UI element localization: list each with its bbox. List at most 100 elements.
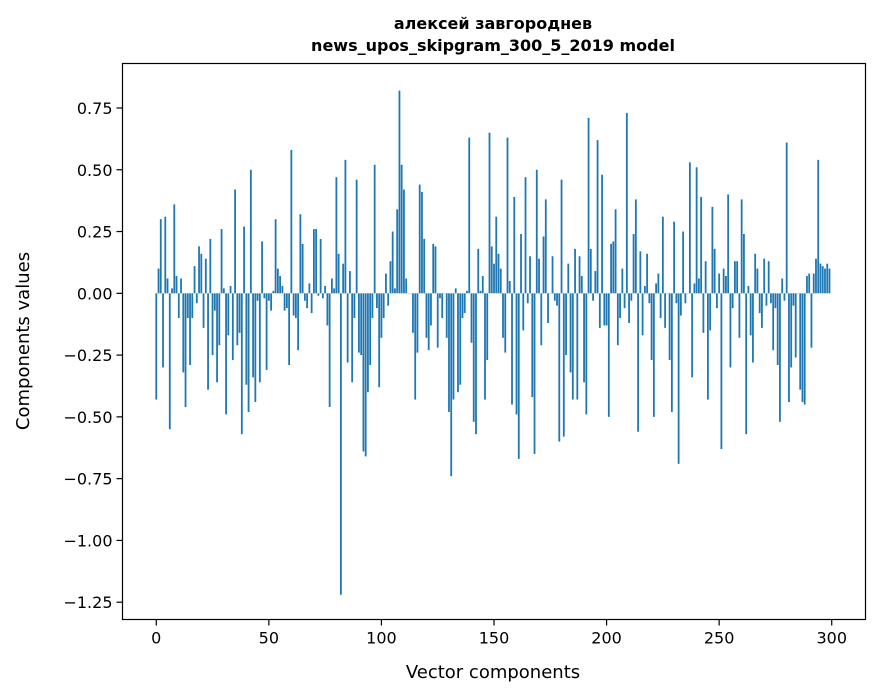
bar [763, 259, 765, 294]
bar [599, 293, 601, 328]
bar [597, 140, 599, 293]
bar [644, 286, 646, 293]
bar [482, 276, 484, 293]
bar [333, 288, 335, 293]
bar [194, 266, 196, 293]
bar [610, 244, 612, 293]
bar [191, 293, 193, 318]
bar [829, 269, 831, 294]
bar [705, 261, 707, 293]
bar [660, 293, 662, 318]
bar [268, 293, 270, 300]
y-tick-label: −1.00 [63, 531, 112, 550]
bar [160, 219, 162, 293]
bar [509, 281, 511, 293]
bar [320, 239, 322, 293]
bar [205, 259, 207, 294]
bar [308, 283, 310, 293]
bar [768, 261, 770, 293]
bar [725, 276, 727, 293]
bar [369, 293, 371, 365]
bar [446, 293, 448, 337]
bar [293, 293, 295, 315]
bar [757, 269, 759, 294]
bar [387, 293, 389, 305]
bar [579, 256, 581, 293]
bar [583, 293, 585, 382]
bar [358, 293, 360, 352]
bar [820, 264, 822, 294]
bar [601, 175, 603, 294]
bar [394, 288, 396, 293]
bar [374, 165, 376, 293]
bar [513, 197, 515, 293]
bar [707, 293, 709, 399]
bar [342, 264, 344, 294]
bar [648, 293, 650, 303]
bar [189, 293, 191, 365]
bar [473, 293, 475, 421]
bar [223, 288, 225, 293]
bar [786, 143, 788, 294]
bar [272, 291, 274, 293]
bar [198, 246, 200, 293]
bar [754, 254, 756, 294]
bar [176, 276, 178, 293]
x-axis-label: Vector components [406, 662, 580, 683]
bar [464, 293, 466, 313]
bar [495, 217, 497, 294]
bar [775, 293, 777, 308]
bar [171, 288, 173, 293]
bar [612, 241, 614, 293]
bar [678, 293, 680, 464]
bar [378, 293, 380, 387]
bar [396, 209, 398, 293]
bar [741, 199, 743, 293]
x-tick-label: 50 [259, 629, 279, 648]
bar [799, 293, 801, 389]
bar [558, 293, 560, 441]
bar [421, 192, 423, 293]
bar [435, 246, 437, 293]
bar [468, 138, 470, 294]
bar [295, 293, 297, 318]
bar [450, 293, 452, 476]
bar [808, 274, 810, 294]
bar [209, 239, 211, 293]
y-tick-label: −0.25 [63, 346, 112, 365]
bar [453, 293, 455, 399]
bar [590, 249, 592, 293]
bar [673, 222, 675, 294]
bar [347, 293, 349, 362]
bar [563, 293, 565, 436]
bar [788, 293, 790, 402]
bar [817, 160, 819, 293]
bar [261, 241, 263, 293]
bar [531, 293, 533, 397]
bar [700, 197, 702, 293]
bars-group [155, 91, 830, 595]
bar [759, 293, 761, 313]
bar [230, 286, 232, 293]
bar [221, 229, 223, 293]
bar [675, 293, 677, 303]
bar [182, 293, 184, 372]
bar [624, 293, 626, 308]
x-tick-label: 200 [591, 629, 622, 648]
bar [284, 293, 286, 310]
bar [304, 293, 306, 300]
y-tick-label: 0.75 [77, 99, 113, 118]
bar [428, 293, 430, 350]
bar [536, 170, 538, 294]
bar [723, 269, 725, 294]
bar [403, 190, 405, 294]
bar [322, 293, 324, 298]
bar [306, 293, 308, 308]
bar [417, 293, 419, 352]
bar [354, 293, 356, 318]
bar [565, 293, 567, 355]
bar [491, 246, 493, 293]
bar [525, 177, 527, 293]
bar [471, 293, 473, 342]
